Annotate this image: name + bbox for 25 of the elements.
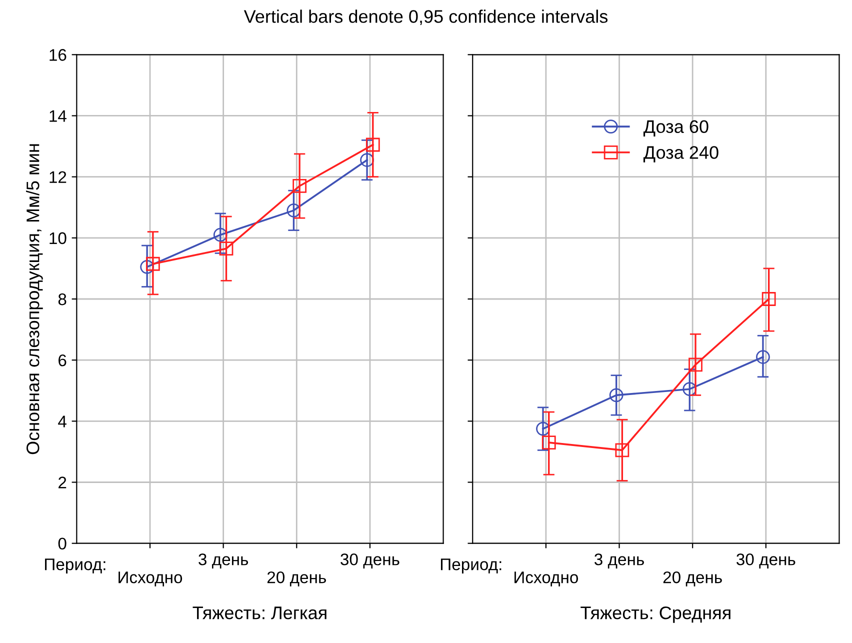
y-tick-label: 0 <box>58 538 66 550</box>
text: Период: <box>45 558 106 574</box>
y-tick-label: 2 <box>58 476 66 488</box>
x-tick-label: 20 день <box>267 571 326 586</box>
x-tick-label: 3 день <box>594 553 644 568</box>
x-tick-label: Исходно <box>118 572 182 586</box>
text: Период: <box>440 558 502 574</box>
x-tick-label: Исходно <box>514 572 578 586</box>
y-tick-label: 14 <box>50 110 66 122</box>
y-tick-label: 16 <box>50 49 66 61</box>
x-tick-label: 30 день <box>736 553 796 568</box>
x-tick-label: 20 день <box>663 571 722 586</box>
legend-label: Доза 60 <box>643 120 708 136</box>
y-tick-label: 12 <box>50 171 66 183</box>
x-axis-title: Тяжесть: Легкая <box>192 606 326 620</box>
x-tick-label: 30 день <box>340 553 400 568</box>
chart-title: Vertical bars denote 0,95 confidence intervals <box>244 10 608 26</box>
y-tick-label: 4 <box>58 416 66 428</box>
x-axis-title: Тяжесть: Средняя <box>580 606 730 623</box>
y-axis-title: Основная слезопродукция, Мм/5 мин <box>26 144 43 454</box>
y-tick-label: 8 <box>58 293 66 306</box>
y-tick-label: 6 <box>58 354 66 366</box>
y-tick-label: 10 <box>50 232 66 244</box>
legend-label: Доза 240 <box>643 146 718 162</box>
x-tick-label: 3 день <box>198 553 248 568</box>
